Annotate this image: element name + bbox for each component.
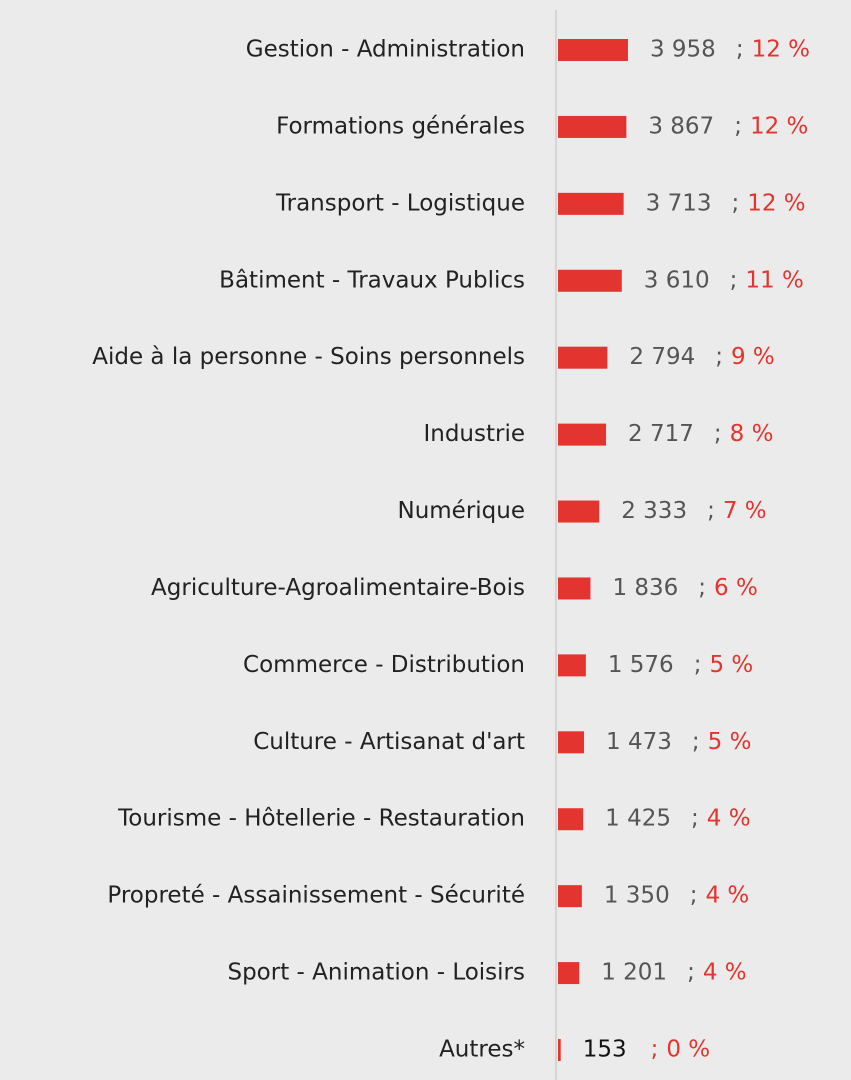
bar [558,39,628,61]
bar [558,731,585,754]
value-label: 1 576 [608,652,674,678]
bar [558,192,624,215]
value-label: 1 473 [606,729,672,755]
value-label: 1 836 [612,575,678,601]
share-label: 12 % [752,37,810,63]
value-label: 1 425 [605,806,671,832]
share-label: 4 % [707,806,751,832]
separator: ; [731,190,739,216]
value-label: 153 [583,1037,627,1063]
bar [558,577,591,600]
share-label: 8 % [730,421,774,447]
category-label: Propreté - Assainissement - Sécurité [107,883,525,909]
bar [558,885,582,908]
separator: ; [687,960,695,986]
value-label: 3 958 [650,37,716,63]
separator: ; [715,344,723,370]
bar [558,1039,561,1061]
category-label: Sport - Animation - Loisirs [227,960,525,986]
bar [558,115,627,138]
value-label: 3 867 [648,113,714,139]
bar [558,500,600,523]
share-label: 7 % [723,498,767,524]
category-label: Tourisme - Hôtellerie - Restauration [117,806,525,832]
category-label: Formations générales [276,113,525,139]
value-label: 2 333 [621,498,687,524]
separator: ; [734,113,742,139]
bar [558,808,584,831]
bar [558,346,608,369]
separator: ; [736,37,744,63]
share-label: 4 % [703,960,747,986]
category-label: Commerce - Distribution [243,652,525,678]
value-label: 2 717 [628,421,694,447]
category-label: Numérique [397,498,525,524]
share-label: 4 % [705,883,749,909]
separator: ; [692,729,700,755]
category-label: Agriculture-Agroalimentaire-Bois [151,575,525,601]
share-label: 9 % [731,344,775,370]
bar [558,423,607,446]
value-label: 1 201 [601,960,667,986]
category-label: Autres* [439,1037,525,1063]
separator: ; [730,267,738,293]
category-label: Transport - Logistique [275,190,525,216]
share-label: 6 % [714,575,758,601]
share-label: 12 % [750,113,808,139]
category-label: Aide à la personne - Soins personnels [92,344,525,370]
separator: ; [651,1037,659,1063]
separator: ; [707,498,715,524]
separator: ; [690,883,698,909]
share-label: 11 % [745,267,803,293]
share-label: 12 % [747,190,805,216]
value-label: 3 610 [644,267,710,293]
separator: ; [698,575,706,601]
share-label: 5 % [708,729,752,755]
value-label: 2 794 [629,344,695,370]
value-label: 1 350 [604,883,670,909]
category-label: Culture - Artisanat d'art [253,729,525,755]
separator: ; [691,806,699,832]
separator: ; [694,652,702,678]
bar [558,962,580,985]
category-label: Industrie [423,421,525,447]
category-label: Bâtiment - Travaux Publics [219,267,525,293]
category-label: Gestion - Administration [246,37,525,63]
bar [558,654,586,677]
bar [558,269,622,292]
share-label: 5 % [709,652,753,678]
value-label: 3 713 [646,190,712,216]
separator: ; [714,421,722,447]
share-label: 0 % [666,1037,710,1063]
